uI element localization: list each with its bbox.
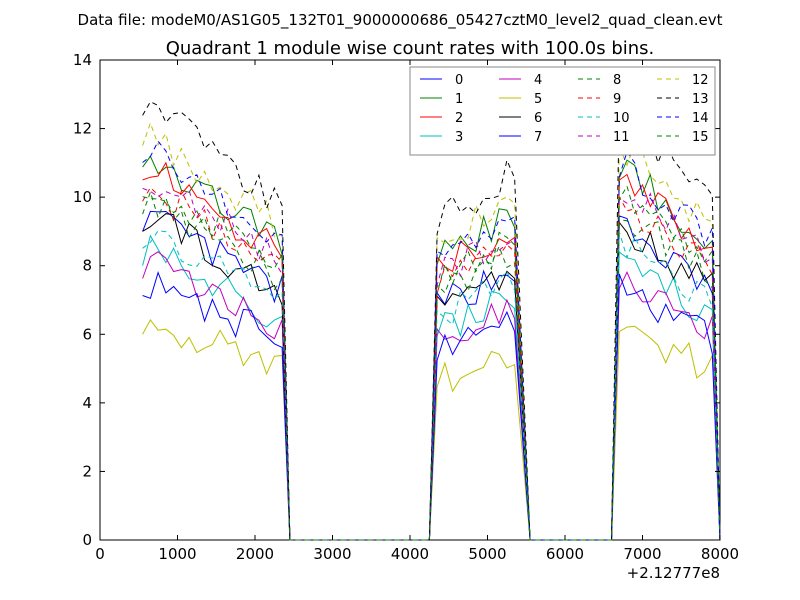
legend-label: 7 (534, 130, 542, 145)
y-tick-label: 10 (73, 188, 92, 206)
legend-label: 1 (455, 92, 463, 107)
y-tick-label: 12 (73, 120, 92, 138)
series-line-2 (142, 161, 721, 541)
x-tick-label: 8000 (701, 545, 739, 563)
series-line-3 (142, 234, 721, 541)
y-tick-label: 2 (82, 462, 92, 480)
legend-label: 4 (534, 73, 542, 88)
x-tick-label: 1000 (158, 545, 196, 563)
x-tick-label: 2000 (236, 545, 274, 563)
x-axis: 0 1000 2000 3000 4000 5000 6000 7000 8000 (95, 60, 739, 563)
x-tick-label: 4000 (391, 545, 429, 563)
suptitle: Data file: modeM0/AS1G05_132T01_90000006… (78, 11, 723, 30)
series-line-1 (142, 155, 721, 541)
series-line-12 (142, 121, 721, 541)
legend-label: 12 (692, 73, 709, 88)
chart-title: Quadrant 1 module wise count rates with … (166, 38, 655, 59)
x-tick-label: 6000 (546, 545, 584, 563)
series-line-7 (142, 271, 721, 541)
series-line-5 (142, 318, 721, 541)
x-tick-label: 3000 (313, 545, 351, 563)
legend-label: 15 (692, 130, 709, 145)
legend-label: 0 (455, 73, 463, 88)
x-offset-label: +2.12777e8 (627, 564, 720, 582)
legend-label: 11 (613, 130, 630, 145)
y-tick-label: 6 (82, 325, 92, 343)
series-layer (142, 101, 721, 541)
legend-label: 3 (455, 130, 463, 145)
y-tick-label: 0 (82, 531, 92, 549)
series-line-4 (142, 251, 721, 541)
series-line-10 (142, 230, 721, 541)
legend-label: 5 (534, 92, 542, 107)
y-tick-label: 8 (82, 257, 92, 275)
legend-label: 8 (613, 73, 621, 88)
x-tick-label: 5000 (468, 545, 506, 563)
x-tick-label: 7000 (623, 545, 661, 563)
series-line-15 (142, 184, 721, 541)
y-tick-label: 4 (82, 394, 92, 412)
series-line-13 (142, 101, 721, 541)
legend-label: 14 (692, 111, 709, 126)
series-line-14 (142, 140, 721, 541)
series-line-6 (142, 213, 721, 541)
legend-label: 13 (692, 92, 709, 107)
plot-area: 0 1000 2000 3000 4000 5000 6000 7000 8000 0 2 4 6 8 1… (73, 51, 739, 563)
legend-label: 10 (613, 111, 630, 126)
x-tick-label: 0 (95, 545, 105, 563)
legend-box (409, 66, 716, 156)
legend-label: 2 (455, 111, 463, 126)
series-line-11 (142, 187, 721, 541)
legend-label: 9 (613, 92, 621, 107)
y-tick-label: 14 (73, 51, 92, 69)
legend-label: 6 (534, 111, 542, 126)
